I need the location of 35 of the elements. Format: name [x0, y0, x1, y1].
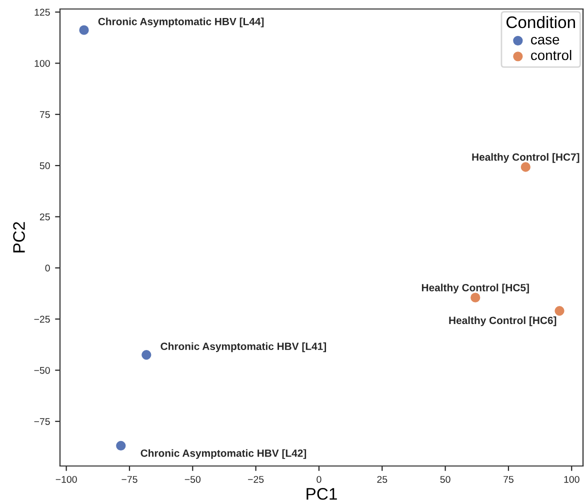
x-tick-label: 0 [316, 476, 322, 483]
point [554, 304, 566, 317]
y-tick-label: 50 [40, 162, 50, 170]
y-tick-label: −50 [34, 366, 50, 374]
annotation: Chronic Asymptomatic HBV [L44] [98, 18, 264, 28]
annotation: Healthy Control [HC7] [472, 153, 580, 163]
y-tick-label: 100 [34, 60, 50, 67]
x-tick-label: 100 [564, 476, 580, 483]
x-tick-label: −50 [184, 476, 201, 483]
legend-label: case [531, 36, 560, 44]
legend-title: Condition [506, 16, 575, 28]
y-tick-label: 75 [40, 111, 50, 118]
annotation: Healthy Control [HC6] [449, 316, 556, 326]
x-tick-label: −75 [122, 476, 138, 483]
point [78, 24, 90, 36]
point [469, 292, 482, 304]
annotation: Chronic Asymptomatic HBV [L42] [140, 449, 306, 459]
x-tick-label: 75 [504, 476, 514, 483]
y-tick-label: 25 [40, 213, 50, 220]
legend-label: control [531, 50, 572, 60]
x-tick-label: −100 [56, 476, 77, 483]
y-tick-label: −25 [34, 316, 50, 323]
x-axis-title: PC1 [306, 488, 337, 500]
y-tick-label: 0 [45, 264, 50, 272]
x-tick-label: 25 [377, 476, 388, 483]
point [140, 348, 152, 361]
x-tick-label: 50 [440, 476, 450, 483]
point [114, 440, 127, 452]
point [520, 161, 532, 173]
y-tick-label: −75 [34, 418, 50, 426]
y-axis-title: PC2 [13, 222, 25, 252]
annotation: Chronic Asymptomatic HBV [L41] [160, 342, 326, 352]
annotation: Healthy Control [HC5] [422, 284, 529, 294]
x-tick-label: −25 [248, 476, 264, 483]
y-tick-label: 125 [34, 8, 50, 16]
